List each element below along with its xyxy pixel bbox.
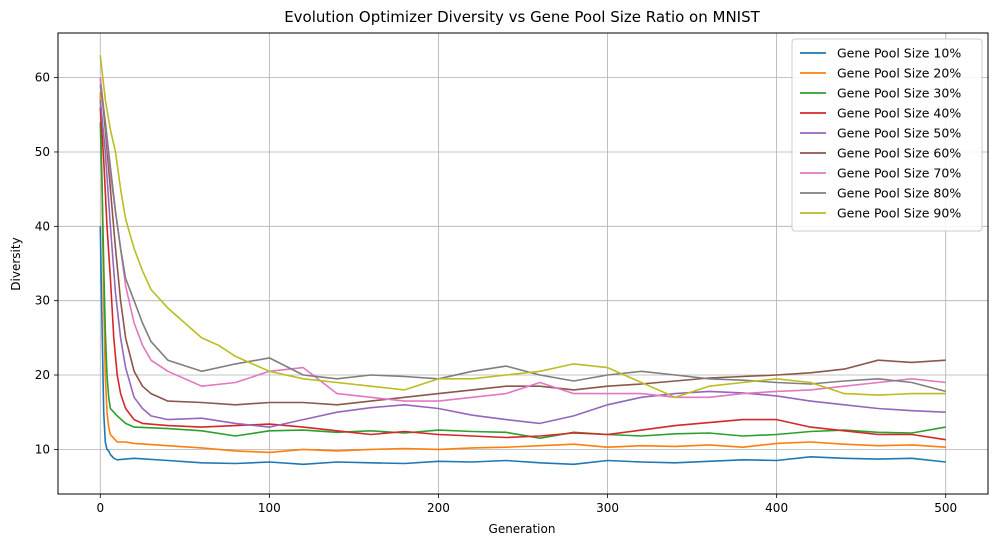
legend: Gene Pool Size 10% Gene Pool Size 20% Gene…	[791, 38, 983, 232]
legend-label: Gene Pool Size 60%	[837, 146, 961, 161]
y-axis-label: Diversity	[9, 237, 23, 290]
series-line-9	[99, 55, 946, 399]
legend-label: Gene Pool Size 40%	[837, 106, 961, 121]
legend-label: Gene Pool Size 10%	[837, 46, 961, 61]
series-lines	[99, 55, 946, 466]
plot-area-frame	[57, 32, 989, 495]
series-line-7	[99, 77, 946, 402]
series-line-4	[99, 107, 946, 441]
series-line-2	[99, 92, 946, 454]
legend-label: Gene Pool Size 70%	[837, 166, 961, 181]
y-tick-label: 60	[35, 71, 50, 85]
legend-box	[791, 38, 983, 232]
legend-label: Gene Pool Size 20%	[837, 66, 961, 81]
y-tick-label: 20	[35, 368, 50, 382]
series-line-1	[99, 226, 946, 466]
x-tick-label: 400	[765, 501, 788, 515]
x-tick-label: 500	[934, 501, 957, 515]
legend-label: Gene Pool Size 90%	[837, 206, 961, 221]
chart-title: Evolution Optimizer Diversity vs Gene Po…	[284, 8, 760, 26]
y-tick-label: 30	[35, 294, 50, 308]
series-line-5	[99, 99, 946, 428]
legend-label: Gene Pool Size 50%	[837, 126, 961, 141]
y-tick-label: 40	[35, 219, 50, 233]
x-tick-label: 300	[596, 501, 619, 515]
y-tick-label: 10	[35, 442, 50, 456]
series-line-3	[99, 122, 946, 440]
legend-label: Gene Pool Size 30%	[837, 86, 961, 101]
x-axis-label: Generation	[489, 522, 556, 536]
series-line-6	[99, 77, 946, 406]
y-tick-label: 50	[35, 145, 50, 159]
x-tick-label: 100	[258, 501, 281, 515]
x-tick-label: 200	[427, 501, 450, 515]
series-line-8	[99, 84, 946, 393]
x-tick-label: 0	[96, 501, 104, 515]
axis-ticks: 0 100 200 300 400 500 10 20 30 40 50 60	[35, 71, 957, 515]
legend-label: Gene Pool Size 80%	[837, 186, 961, 201]
